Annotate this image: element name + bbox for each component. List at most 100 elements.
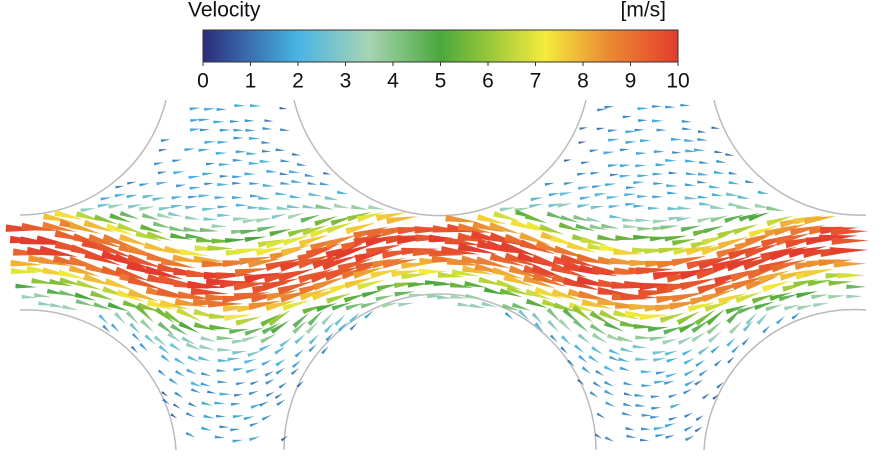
velocity-vector [598, 309, 624, 323]
velocity-vector [758, 270, 791, 284]
velocity-vector [235, 150, 247, 154]
velocity-vector [326, 292, 352, 304]
velocity-vector [265, 378, 275, 385]
velocity-vector [249, 422, 260, 427]
velocity-vector [685, 244, 717, 256]
velocity-vector [578, 141, 587, 145]
velocity-vector [256, 217, 274, 223]
velocity-vector [531, 254, 570, 270]
velocity-vector [171, 196, 184, 200]
velocity-vector [360, 301, 380, 309]
velocity-vector [244, 358, 257, 364]
velocity-vector [457, 223, 493, 234]
velocity-vector [261, 149, 272, 153]
velocity-vector [713, 170, 726, 174]
velocity-vector [246, 152, 258, 156]
velocity-vector [185, 431, 196, 438]
velocity-vector [185, 411, 196, 418]
velocity-vector [129, 322, 141, 335]
velocity-vector [665, 373, 678, 379]
velocity-vector [175, 184, 187, 188]
velocity-vector [230, 403, 242, 406]
velocity-vector [625, 130, 637, 134]
velocity-vector [204, 140, 217, 144]
velocity-vector [717, 236, 750, 250]
velocity-vector [677, 206, 693, 210]
velocity-vector [315, 204, 335, 210]
velocity-vector [464, 281, 488, 288]
velocity-vector [712, 394, 719, 400]
velocity-vector [609, 355, 620, 362]
velocity-vector [499, 288, 523, 298]
velocity-vector [243, 416, 255, 421]
velocity-vector [567, 359, 575, 368]
velocity-vector [247, 205, 261, 210]
velocity-vector [219, 128, 231, 132]
velocity-vector [665, 105, 676, 109]
velocity-vector [488, 222, 522, 235]
velocity-vector [153, 162, 165, 166]
velocity-vector [189, 107, 201, 111]
velocity-vector [745, 312, 758, 326]
velocity-vector [170, 232, 193, 240]
velocity-vector [625, 202, 637, 206]
velocity-vector [200, 382, 211, 387]
velocity-vector [216, 369, 227, 372]
velocity-vector [680, 277, 718, 291]
velocity-vector [639, 139, 652, 143]
velocity-vector [294, 349, 304, 358]
velocity-vector [625, 426, 636, 431]
velocity-vector [652, 119, 664, 123]
colorbar-title: Velocity [188, 0, 261, 22]
velocity-vector [469, 303, 486, 309]
velocity-vector [495, 279, 523, 290]
velocity-vector [114, 266, 152, 282]
velocity-vector [714, 150, 724, 154]
velocity-vector [324, 234, 359, 249]
velocity-vector [637, 226, 656, 231]
velocity-vector [607, 164, 619, 168]
velocity-vector [651, 407, 662, 410]
velocity-vector [144, 265, 184, 280]
velocity-vector [796, 291, 819, 299]
velocity-vector [174, 391, 184, 399]
velocity-vector [745, 276, 779, 290]
velocity-vector [626, 434, 637, 438]
velocity-vector [276, 206, 292, 210]
velocity-vector [368, 204, 385, 210]
velocity-vector [618, 357, 630, 363]
velocity-vector [267, 309, 291, 327]
velocity-vector [344, 276, 376, 289]
velocity-vector [386, 216, 419, 225]
velocity-vector [130, 345, 139, 354]
velocity-vector [547, 319, 560, 333]
velocity-vector [671, 292, 707, 303]
velocity-vector [603, 380, 615, 387]
velocity-vector [757, 190, 769, 195]
velocity-vector [697, 255, 736, 270]
velocity-vector [70, 244, 108, 259]
velocity-vector [590, 172, 601, 175]
velocity-vector [586, 216, 603, 223]
velocity-vector [232, 415, 245, 419]
velocity-vector [655, 163, 667, 167]
velocity-vector [619, 366, 631, 371]
velocity-vector [157, 321, 175, 336]
velocity-vector [745, 179, 755, 184]
velocity-vector [605, 401, 616, 408]
velocity-vector [703, 225, 725, 234]
velocity-vector [275, 367, 286, 375]
velocity-vector [761, 280, 792, 293]
velocity-vector [172, 159, 183, 163]
velocity-vector [181, 336, 197, 345]
velocity-vector [247, 350, 262, 358]
velocity-vector [199, 227, 220, 232]
velocity-vector [525, 288, 553, 301]
velocity-vector [684, 412, 693, 418]
velocity-vector [288, 169, 301, 174]
velocity-vector [261, 322, 281, 335]
velocity-vector [163, 310, 186, 327]
velocity-vector [250, 380, 260, 386]
velocity-vector [732, 223, 760, 235]
